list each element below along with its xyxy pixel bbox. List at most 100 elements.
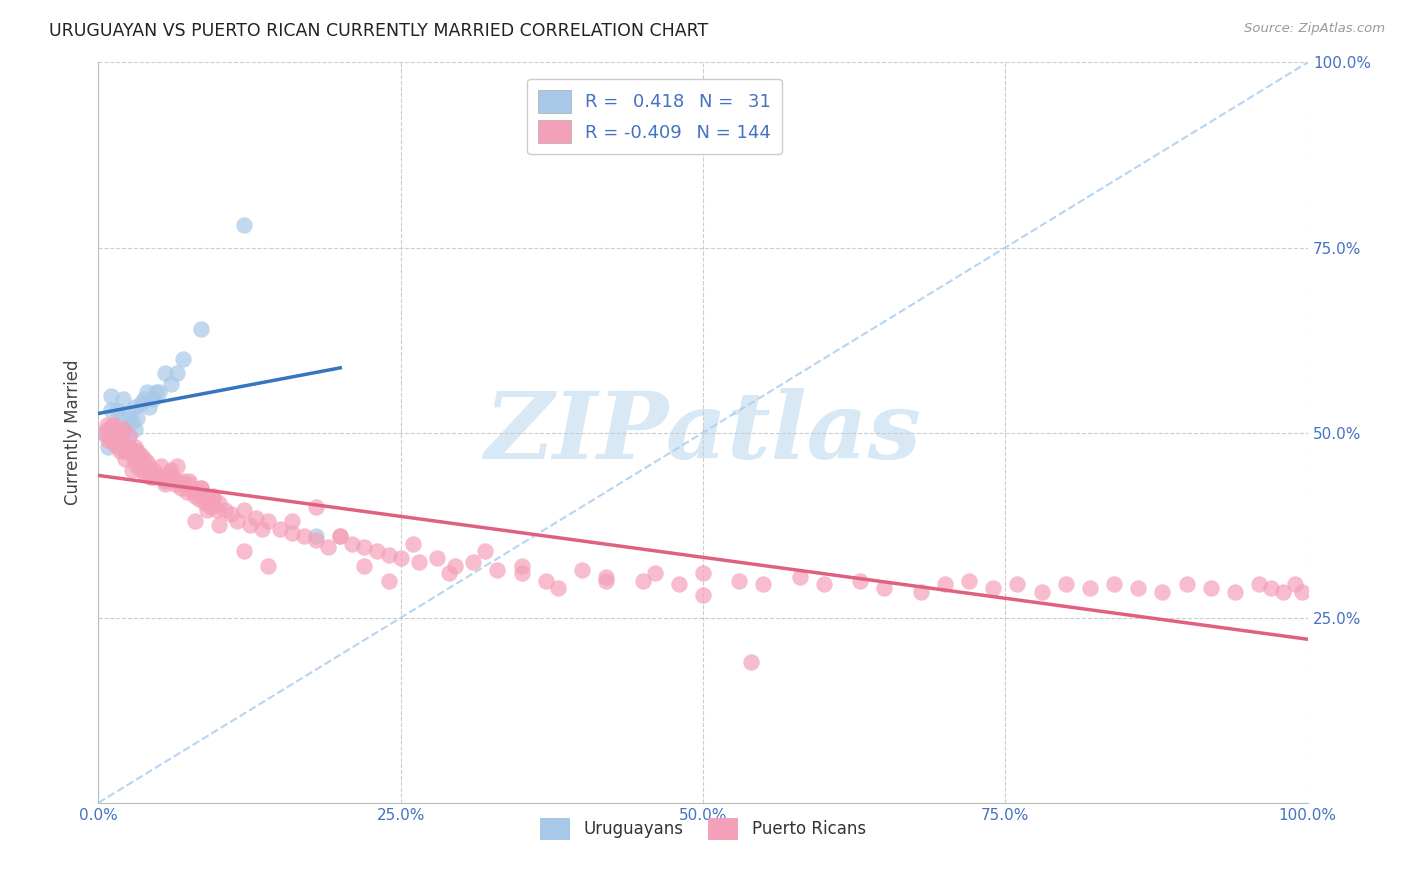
Point: [157, 467, 180, 481]
Point: [176, 484, 198, 499]
Point: [166, 367, 188, 381]
Point: [316, 541, 339, 555]
Point: [160, 377, 183, 392]
Point: [114, 451, 136, 466]
Point: [256, 558, 278, 573]
Point: [668, 577, 690, 591]
Point: [148, 470, 170, 484]
Point: [107, 441, 129, 455]
Point: [100, 433, 122, 447]
Point: [100, 403, 122, 417]
Point: [873, 581, 896, 595]
Point: [957, 574, 980, 588]
Point: [169, 481, 191, 495]
Point: [142, 392, 165, 407]
Point: [256, 515, 278, 529]
Point: [172, 477, 194, 491]
Point: [910, 584, 932, 599]
Point: [150, 458, 173, 473]
Point: [789, 570, 811, 584]
Point: [366, 544, 388, 558]
Y-axis label: Currently Married: Currently Married: [65, 359, 83, 506]
Point: [111, 422, 134, 436]
Point: [250, 522, 273, 536]
Text: URUGUAYAN VS PUERTO RICAN CURRENTLY MARRIED CORRELATION CHART: URUGUAYAN VS PUERTO RICAN CURRENTLY MARR…: [49, 22, 709, 40]
Point: [160, 470, 183, 484]
Point: [142, 470, 165, 484]
Point: [105, 425, 128, 440]
Point: [111, 392, 134, 407]
Point: [127, 458, 149, 473]
Point: [111, 422, 134, 436]
Point: [813, 577, 835, 591]
Point: [153, 477, 176, 491]
Point: [1031, 584, 1053, 599]
Point: [105, 418, 128, 433]
Point: [124, 422, 146, 436]
Point: [202, 489, 225, 503]
Point: [108, 429, 131, 443]
Point: [101, 418, 124, 433]
Point: [1272, 584, 1295, 599]
Point: [226, 515, 249, 529]
Point: [100, 422, 122, 436]
Point: [1054, 577, 1077, 591]
Point: [114, 444, 136, 458]
Point: [118, 407, 141, 421]
Point: [190, 481, 212, 495]
Point: [172, 474, 194, 488]
Point: [100, 429, 122, 443]
Point: [232, 219, 254, 233]
Point: [121, 448, 143, 462]
Point: [129, 448, 152, 462]
Point: [134, 392, 156, 407]
Point: [305, 500, 328, 514]
Point: [181, 484, 204, 499]
Point: [353, 558, 375, 573]
Point: [148, 384, 170, 399]
Point: [631, 574, 654, 588]
Point: [187, 492, 209, 507]
Point: [644, 566, 666, 581]
Point: [353, 541, 375, 555]
Point: [377, 548, 399, 562]
Point: [934, 577, 956, 591]
Point: [1284, 577, 1306, 591]
Point: [292, 529, 315, 543]
Point: [142, 462, 165, 476]
Point: [124, 444, 146, 458]
Point: [118, 429, 141, 443]
Point: [1175, 577, 1198, 591]
Point: [97, 422, 120, 436]
Legend: Uruguayans, Puerto Ricans: Uruguayans, Puerto Ricans: [533, 812, 873, 847]
Point: [595, 570, 617, 584]
Point: [205, 503, 228, 517]
Point: [124, 455, 146, 469]
Point: [105, 433, 128, 447]
Point: [134, 467, 156, 481]
Point: [121, 462, 143, 476]
Point: [981, 581, 1004, 595]
Point: [103, 436, 125, 450]
Point: [108, 444, 131, 458]
Point: [101, 433, 124, 447]
Point: [329, 529, 352, 543]
Point: [728, 574, 751, 588]
Point: [97, 441, 120, 455]
Point: [111, 436, 134, 450]
Point: [194, 496, 217, 510]
Point: [437, 566, 460, 581]
Point: [118, 429, 141, 443]
Point: [129, 462, 152, 476]
Point: [534, 574, 557, 588]
Point: [1128, 581, 1150, 595]
Point: [124, 441, 146, 455]
Point: [1078, 581, 1101, 595]
Point: [245, 510, 267, 524]
Point: [127, 444, 149, 458]
Point: [202, 492, 225, 507]
Point: [426, 551, 449, 566]
Point: [377, 574, 399, 588]
Point: [221, 507, 243, 521]
Point: [208, 496, 231, 510]
